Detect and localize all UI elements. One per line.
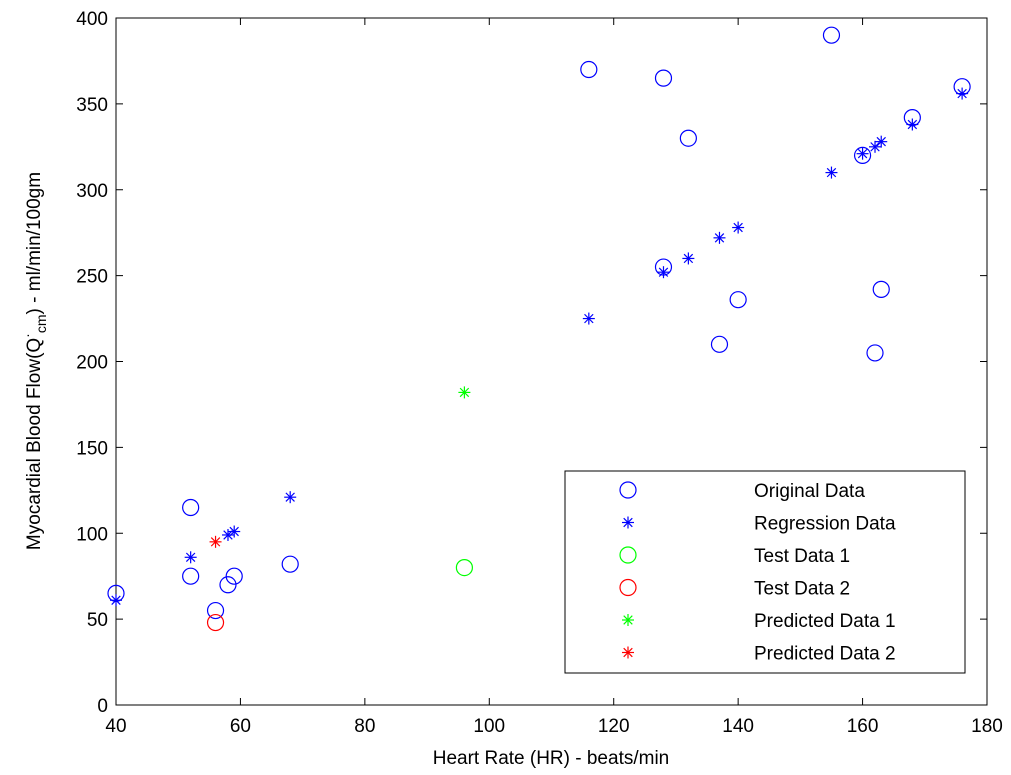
legend-entry-label: Original Data (754, 481, 865, 502)
data-point-circle (872, 280, 890, 298)
y-tick-label: 400 (76, 9, 108, 30)
data-point-circle (654, 69, 673, 87)
data-point-circle (281, 555, 299, 573)
x-tick-label: 60 (230, 716, 251, 737)
data-point-asterisk (825, 166, 838, 179)
y-axis-label-sub: cm (33, 314, 49, 333)
legend-box (564, 470, 966, 674)
data-point-asterisk (209, 535, 222, 548)
data-point-circle (206, 601, 225, 620)
series-1 (110, 87, 969, 607)
legend-entry-label: Predicted Data 2 (754, 644, 896, 665)
data-point-asterisk (856, 147, 869, 160)
data-point-asterisk (582, 312, 595, 325)
series-5 (209, 535, 222, 548)
x-tick-label: 80 (354, 716, 375, 737)
data-point-circle (182, 567, 200, 585)
data-point-asterisk (875, 135, 888, 148)
data-point-asterisk (458, 386, 471, 399)
data-point-circle (219, 576, 237, 594)
series-3 (206, 613, 225, 632)
series-2 (455, 558, 473, 577)
legend-marker (622, 516, 634, 529)
y-tick-label: 300 (76, 181, 108, 202)
data-point-asterisk (906, 118, 919, 131)
x-tick-label: 180 (971, 716, 1003, 737)
legend-entry-label: Regression Data (754, 514, 896, 535)
y-tick-label: 200 (76, 353, 108, 374)
y-tick-label: 350 (76, 95, 108, 116)
legend-marker (619, 578, 637, 597)
data-point-circle (729, 291, 747, 309)
data-point-asterisk (713, 231, 726, 244)
legend-marker (619, 481, 637, 499)
legend-entry-label: Test Data 1 (754, 546, 850, 567)
legend-marker (619, 546, 637, 564)
data-point-asterisk (732, 221, 745, 234)
y-tick-label: 100 (76, 524, 108, 545)
x-tick-label: 120 (598, 716, 630, 737)
x-axis-label: Heart Rate (HR) - beats/min (433, 748, 670, 769)
y-axis-label-dot: · (19, 333, 35, 338)
y-axis-label-rest: ) - ml/min/100gm (24, 172, 45, 315)
legend-entry-label: Test Data 2 (754, 579, 850, 600)
data-point-circle (853, 146, 872, 164)
data-point-circle (710, 335, 729, 353)
x-tick-label: 40 (105, 716, 126, 737)
data-point-asterisk (228, 525, 241, 538)
y-tick-label: 50 (87, 610, 108, 631)
y-tick-label: 250 (76, 267, 108, 288)
y-tick-label: 0 (97, 696, 108, 717)
data-point-asterisk (184, 551, 197, 564)
data-point-circle (206, 613, 225, 632)
series-4 (458, 386, 471, 399)
legend-marker (622, 646, 634, 659)
data-point-asterisk (682, 252, 695, 265)
data-marks (107, 26, 971, 632)
data-point-circle (679, 129, 697, 147)
legend: Original Data Regression Data Test Data 1 T… (564, 470, 966, 674)
data-point-asterisk (221, 528, 234, 541)
x-tick-label: 100 (473, 716, 505, 737)
data-point-asterisk (956, 87, 969, 100)
x-tick-label: 160 (847, 716, 879, 737)
x-tick-label: 140 (722, 716, 754, 737)
data-point-asterisk (284, 491, 297, 504)
series-0 (107, 26, 971, 620)
axis-ticks: 40 60 80 100 120 140 160 180 0 50 100 150 200 250 300 3… (76, 9, 1003, 737)
data-point-circle (225, 567, 243, 585)
data-point-asterisk (110, 594, 122, 607)
y-tick-label: 150 (76, 438, 108, 459)
y-axis-label-main: Myocardial Blood Flow(Q (24, 338, 45, 550)
data-point-asterisk (869, 140, 882, 153)
y-axis-label: Myocardial Blood Flow(Q·cm) - ml/min/100… (19, 172, 49, 550)
data-point-circle (455, 558, 473, 577)
data-point-asterisk (657, 266, 670, 279)
legend-entry-label: Predicted Data 1 (754, 611, 896, 632)
data-point-circle (822, 26, 841, 44)
data-point-circle (580, 60, 598, 79)
data-point-circle (866, 344, 884, 362)
legend-marker (622, 614, 634, 626)
data-point-circle (182, 498, 200, 517)
